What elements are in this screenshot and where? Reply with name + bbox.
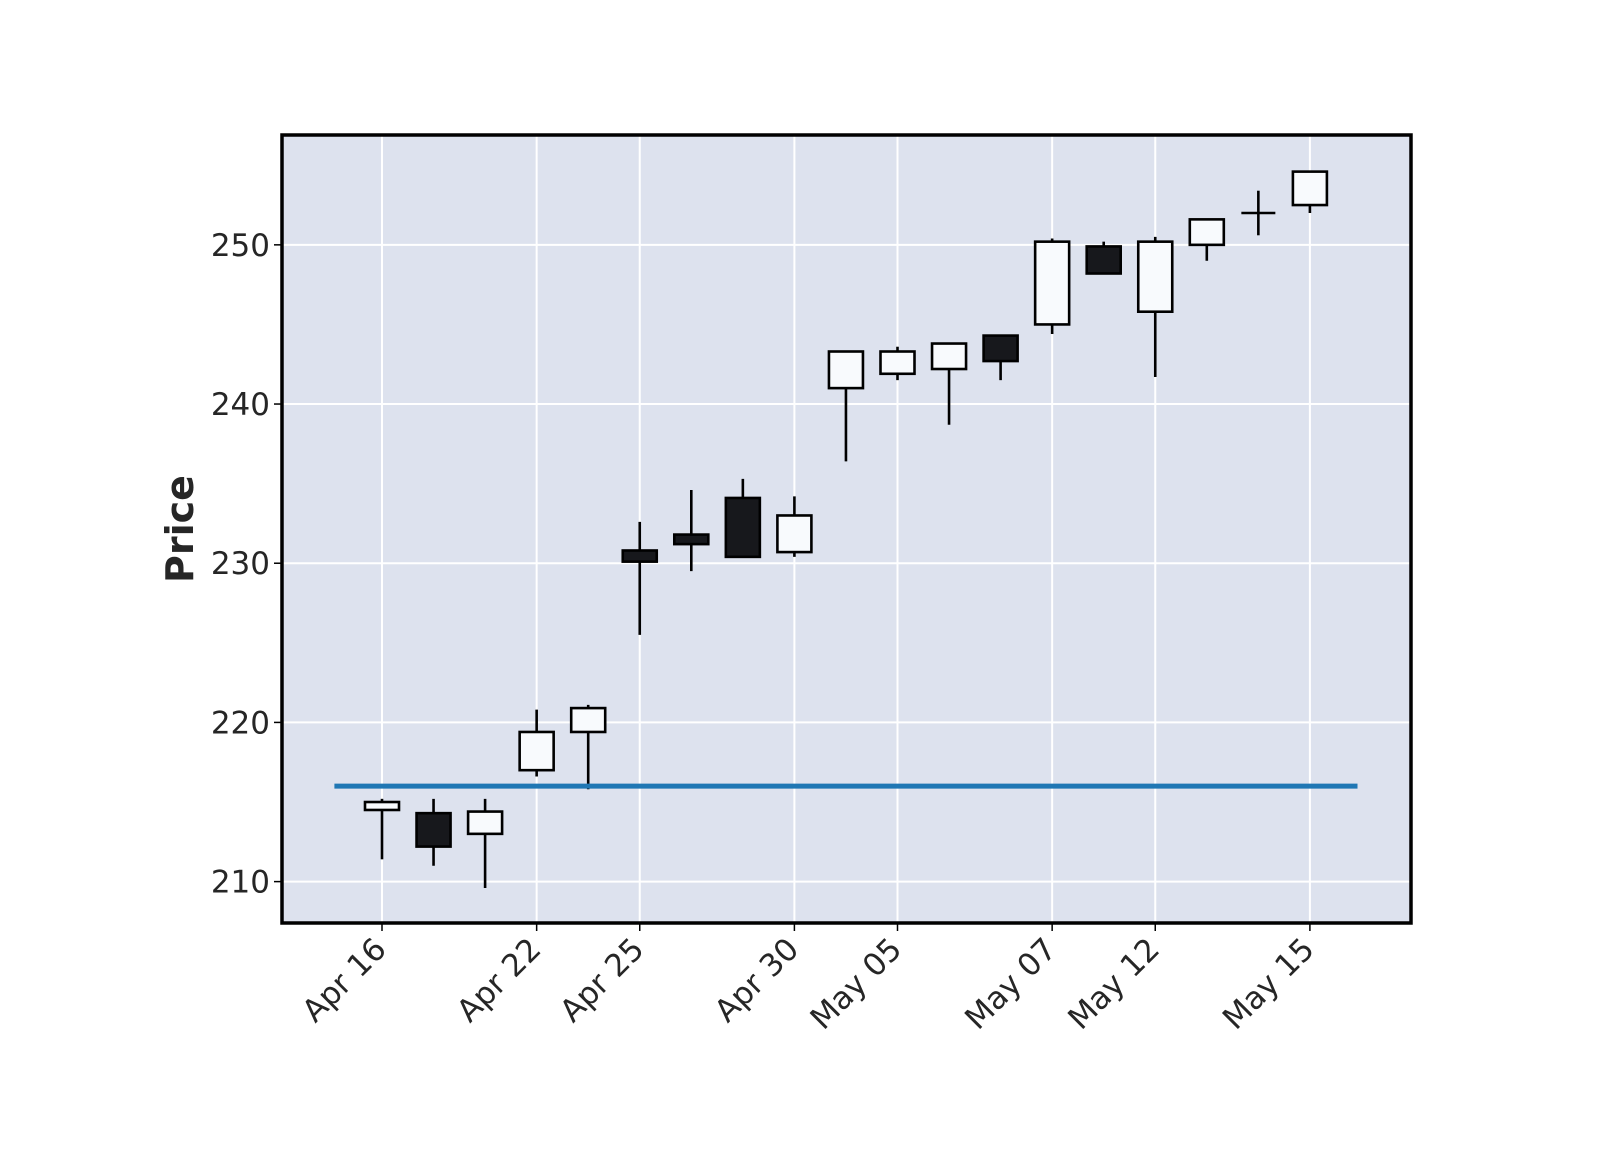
candle (1136, 236, 1174, 377)
candle (1188, 218, 1226, 261)
candle (1291, 170, 1329, 214)
candle-body (621, 549, 659, 563)
y-tick-label: 250 (211, 228, 270, 264)
candle-body (1188, 218, 1226, 247)
candle-body (1136, 240, 1174, 314)
candle (621, 521, 659, 635)
candle-body (776, 514, 813, 554)
candle (879, 346, 916, 381)
candle-body (672, 533, 710, 546)
x-tick-label: Apr 22 (450, 931, 548, 1029)
y-axis-label: Price (158, 475, 202, 583)
candle-body (1033, 240, 1071, 326)
x-tick-label: Apr 30 (708, 931, 806, 1029)
candle (1085, 241, 1122, 275)
candle (466, 798, 504, 888)
x-tick-label: May 07 (958, 931, 1064, 1037)
candle (982, 334, 1019, 381)
candle (930, 342, 968, 425)
candle (1033, 238, 1071, 334)
candle (569, 704, 607, 790)
candle-body (569, 706, 607, 734)
x-tick-label: Apr 25 (553, 931, 651, 1029)
x-tick-label: May 05 (804, 931, 910, 1037)
candle-body (1291, 170, 1329, 207)
y-tick-label: 240 (211, 387, 270, 423)
x-tick-label: Apr 16 (295, 931, 393, 1029)
candle (776, 496, 813, 557)
candle (827, 350, 865, 462)
candle-body (930, 342, 968, 371)
y-tick-label: 210 (211, 865, 270, 901)
candle-body (466, 810, 504, 836)
candle-body (1085, 245, 1122, 275)
candle (724, 478, 762, 559)
candle (415, 798, 452, 866)
candle-body (363, 800, 401, 812)
plot-frame (280, 133, 1413, 925)
x-tick-label: May 15 (1216, 931, 1322, 1037)
candle (1241, 190, 1276, 236)
y-tick-label: 230 (211, 546, 270, 582)
candle (363, 798, 401, 860)
candle-body (879, 350, 916, 376)
candle-body (827, 350, 865, 390)
candle-body (982, 334, 1019, 363)
x-tick-label: May 12 (1061, 931, 1167, 1037)
plot-background (282, 135, 1411, 923)
candle-body (518, 730, 555, 772)
candle-body (415, 811, 452, 848)
candle-body (724, 496, 762, 559)
candle (518, 709, 555, 777)
y-tick-label: 220 (211, 705, 270, 741)
y-axis-ticks: 210 220 230 240 250 (211, 228, 282, 901)
candle (672, 489, 710, 572)
candles (363, 170, 1329, 888)
